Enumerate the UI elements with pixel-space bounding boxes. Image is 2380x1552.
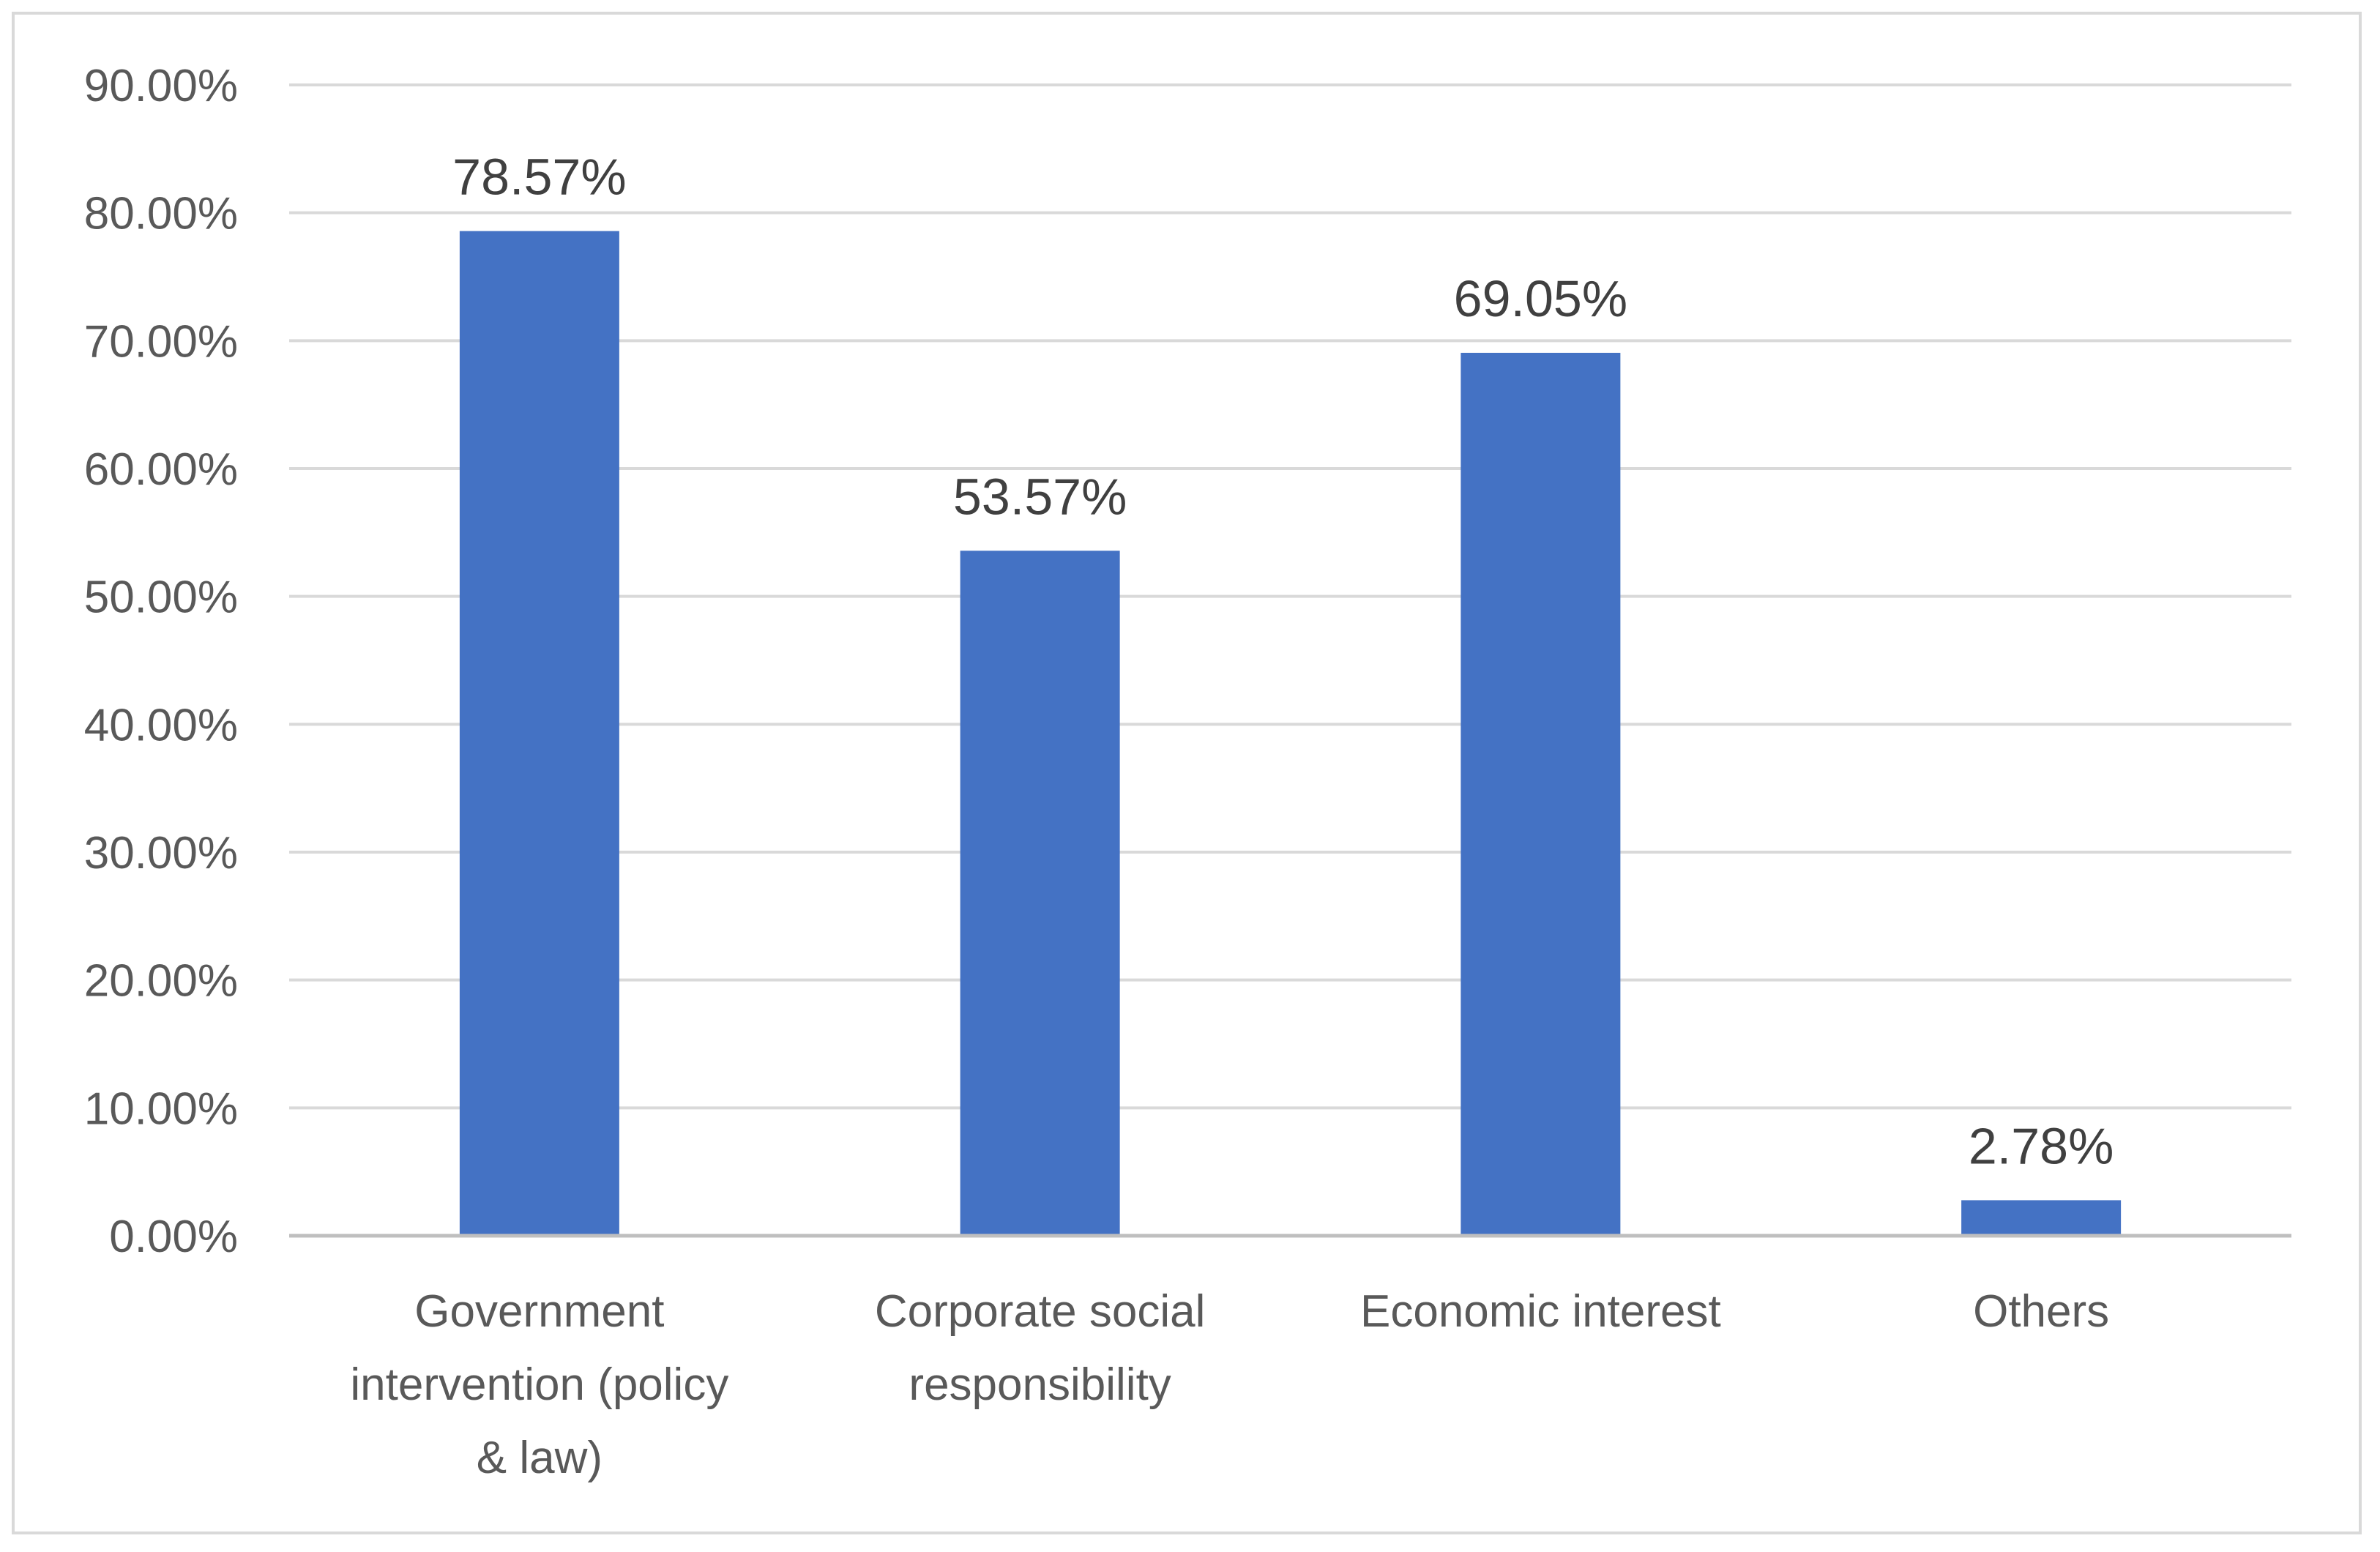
bar [1461,352,1621,1236]
x-category-label: responsibility [909,1359,1171,1410]
y-tick-label: 20.00% [84,956,238,1007]
y-tick-label: 60.00% [84,444,238,495]
y-tick-label: 0.00% [109,1212,238,1262]
y-tick-label: 10.00% [84,1083,238,1134]
bar [1961,1200,2122,1236]
x-category-label: Economic interest [1360,1286,1721,1337]
x-category-label: intervention (policy [350,1359,728,1410]
y-tick-label: 40.00% [84,700,238,750]
chart-frame [12,12,2362,1534]
x-category-label: & law) [477,1433,603,1483]
y-tick-label: 80.00% [84,189,238,239]
y-tick-label: 90.00% [84,61,238,111]
data-label: 78.57% [452,149,626,206]
data-label: 2.78% [1969,1117,2114,1174]
y-tick-label: 70.00% [84,316,238,367]
x-category-label: Government [414,1286,664,1337]
data-label: 53.57% [953,468,1127,525]
x-category-label: Corporate social [875,1286,1205,1337]
y-tick-label: 50.00% [84,572,238,623]
bar [960,551,1120,1236]
bar [459,231,619,1236]
y-tick-label: 30.00% [84,828,238,878]
data-label: 69.05% [1454,270,1627,327]
x-category-label: Others [1973,1286,2109,1337]
